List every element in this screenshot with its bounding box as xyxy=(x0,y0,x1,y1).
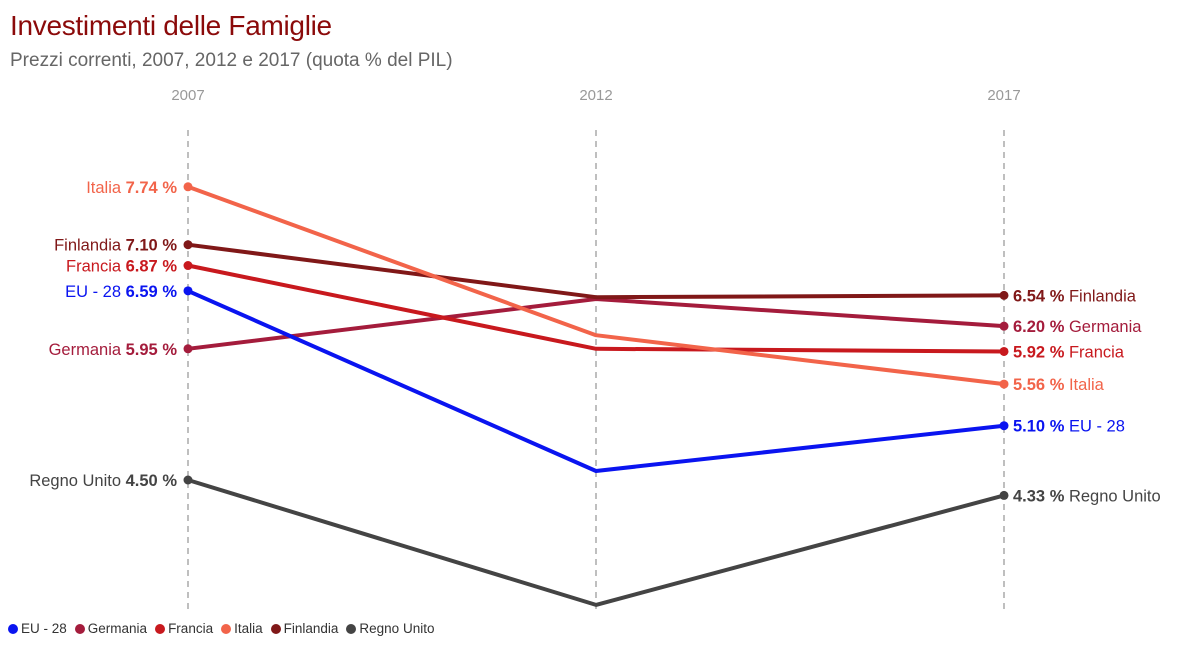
data-point-italia xyxy=(183,182,193,192)
legend-label: Francia xyxy=(168,621,214,636)
series-line-francia xyxy=(186,263,1006,354)
start-label-italia: Italia 7.74 % xyxy=(86,179,177,197)
data-point-eu-28 xyxy=(999,421,1009,431)
end-label-eu-28: 5.10 % EU - 28 xyxy=(1013,418,1125,436)
data-point-finlandia xyxy=(999,290,1009,300)
legend-swatch xyxy=(74,623,85,634)
data-point-eu-28 xyxy=(183,286,193,296)
legend-item-germania: Germania xyxy=(74,621,148,636)
x-tick-label: 2007 xyxy=(171,87,204,104)
start-label-finlandia: Finlandia 7.10 % xyxy=(54,237,177,255)
legend-item-italia: Italia xyxy=(221,621,263,636)
data-point-italia xyxy=(999,379,1009,389)
chart-title: Investimenti delle Famiglie xyxy=(10,10,332,41)
legend-label: Germania xyxy=(87,621,148,636)
start-label-eu-28: EU - 28 6.59 % xyxy=(65,283,177,301)
series-line-regno-unito xyxy=(186,478,1006,607)
data-point-francia xyxy=(999,346,1009,356)
legend-swatch xyxy=(270,623,281,634)
end-label-regno-unito: 4.33 % Regno Unito xyxy=(1013,487,1161,505)
legend-label: Italia xyxy=(234,621,263,636)
start-label-francia: Francia 6.87 % xyxy=(66,258,177,276)
chart-subtitle: Prezzi correnti, 2007, 2012 e 2017 (quot… xyxy=(10,50,453,71)
x-tick-label: 2017 xyxy=(987,87,1020,104)
legend-item-eu-28: EU - 28 xyxy=(8,621,67,636)
series-line-italia xyxy=(186,184,1006,387)
end-label-germania: 6.20 % Germania xyxy=(1013,318,1142,336)
end-label-italia: 5.56 % Italia xyxy=(1013,376,1105,394)
start-label-regno-unito: Regno Unito 4.50 % xyxy=(29,472,177,490)
data-point-germania xyxy=(183,344,193,354)
data-point-germania xyxy=(999,321,1009,331)
legend-item-francia: Francia xyxy=(155,621,213,636)
legend-item-finlandia: Finlandia xyxy=(270,621,339,636)
legend-label: Finlandia xyxy=(283,621,339,636)
series-line-finlandia xyxy=(186,242,1006,300)
legend-label: Regno Unito xyxy=(359,621,435,636)
series-line-eu-28 xyxy=(186,288,1006,473)
legend-swatch xyxy=(221,623,232,634)
x-tick-label: 2012 xyxy=(579,87,612,104)
end-label-finlandia: 6.54 % Finlandia xyxy=(1013,287,1137,305)
legend-swatch xyxy=(155,623,166,634)
data-point-regno-unito xyxy=(183,475,193,485)
chart-legend: EU - 28 Germania Francia Italia Finlandia Reg… xyxy=(8,621,434,636)
legend-swatch xyxy=(346,623,357,634)
data-point-regno-unito xyxy=(999,490,1009,500)
start-label-germania: Germania 5.95 % xyxy=(49,341,178,359)
legend-label: EU - 28 xyxy=(21,621,67,636)
end-label-francia: 5.92 % Francia xyxy=(1013,343,1125,361)
data-point-francia xyxy=(183,261,193,271)
legend-item-regno-unito: Regno Unito xyxy=(346,621,434,636)
legend-swatch xyxy=(8,623,18,634)
data-point-finlandia xyxy=(183,240,193,250)
